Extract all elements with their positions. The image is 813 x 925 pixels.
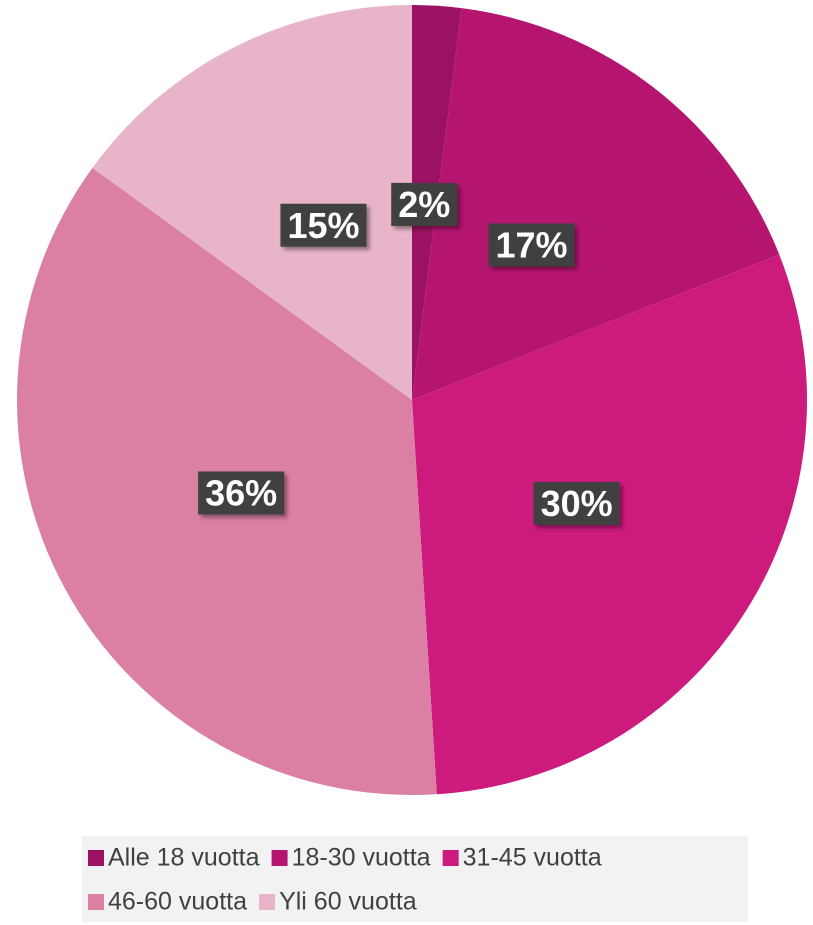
pie-slice (412, 8, 780, 401)
legend-label: 31-45 vuotta (463, 844, 602, 872)
legend-label: Alle 18 vuotta (108, 844, 260, 872)
data-label: 2% (391, 182, 458, 226)
data-label-text: 2% (398, 184, 450, 225)
data-label: 15% (280, 203, 367, 247)
data-label-text: 17% (495, 224, 567, 265)
data-label-box (391, 182, 458, 226)
legend-label: 18-30 vuotta (292, 844, 431, 872)
data-label-box (488, 223, 575, 267)
legend-swatch (88, 894, 104, 910)
legend-swatch (88, 850, 104, 866)
legend-label: Yli 60 vuotta (279, 888, 417, 916)
legend-background (82, 836, 748, 922)
data-label-box (198, 471, 285, 515)
legend-swatch (442, 850, 459, 866)
legend-swatch (259, 894, 276, 910)
data-label-box (533, 482, 620, 526)
legend-swatch (271, 850, 288, 866)
data-label-box (280, 203, 367, 247)
data-label: 17% (488, 223, 575, 267)
data-label-text: 30% (541, 483, 613, 524)
data-label-text: 15% (287, 205, 359, 246)
legend-label: 46-60 vuotta (108, 888, 247, 916)
data-label-text: 36% (205, 472, 277, 513)
pie-slice (92, 4, 412, 400)
data-label: 36% (198, 471, 285, 515)
data-label: 30% (533, 482, 620, 526)
